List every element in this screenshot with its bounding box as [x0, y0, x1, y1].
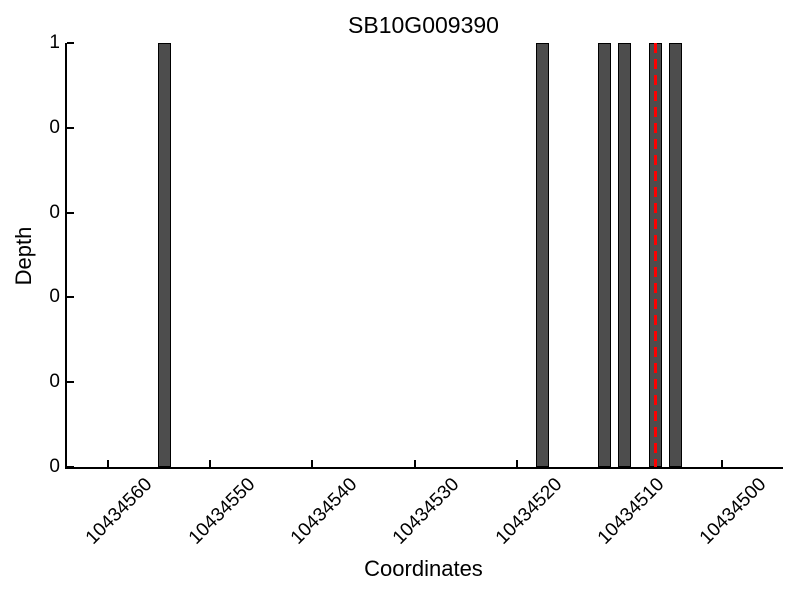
y-tick-label: 0	[49, 371, 60, 393]
y-tick	[67, 126, 74, 129]
depth-bar	[597, 43, 611, 467]
x-tick-label: 10434530	[388, 474, 464, 549]
chart-title: SB10G009390	[348, 12, 499, 38]
depth-bar	[536, 43, 550, 467]
x-tick	[413, 460, 416, 467]
x-tick-label: 10434560	[82, 474, 157, 549]
y-tick	[67, 296, 74, 299]
x-tick	[311, 460, 314, 467]
x-tick-label: 10434520	[491, 474, 566, 549]
y-tick-label: 0	[49, 286, 60, 308]
x-tick-label: 10434510	[593, 474, 669, 549]
depth-bar	[669, 43, 683, 467]
highlight-line	[653, 43, 657, 467]
x-tick	[209, 460, 212, 467]
x-tick-label: 10434550	[184, 474, 260, 549]
y-tick	[67, 381, 74, 384]
y-tick	[67, 211, 74, 214]
x-tick-label: 10434540	[286, 474, 362, 549]
y-tick	[67, 466, 74, 468]
x-axis-label: Coordinates	[364, 556, 483, 581]
y-tick-label: 0	[49, 116, 60, 138]
depth-bar	[617, 43, 631, 467]
x-tick	[516, 460, 519, 467]
y-tick-label: 1	[49, 32, 60, 53]
depth-bar	[157, 43, 171, 467]
y-tick-label: 0	[49, 201, 60, 223]
x-tick	[106, 460, 109, 467]
y-tick-label: 0	[49, 456, 60, 477]
y-tick	[67, 42, 74, 44]
plot-area	[65, 42, 783, 469]
x-tick-label: 10434500	[695, 474, 771, 549]
x-tick	[720, 460, 723, 467]
